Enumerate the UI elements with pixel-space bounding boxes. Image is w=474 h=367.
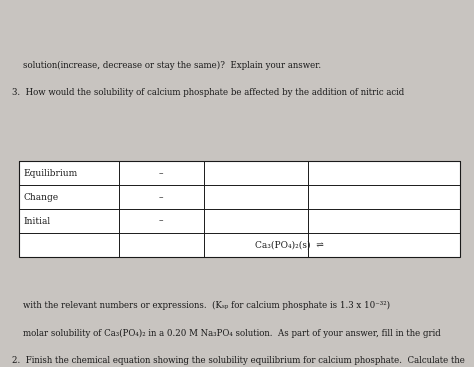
Text: –: – bbox=[159, 169, 164, 178]
Text: molar solubility of Ca₃(PO₄)₂ in a 0.20 M Na₃PO₄ solution.  As part of your answ: molar solubility of Ca₃(PO₄)₂ in a 0.20 … bbox=[12, 328, 441, 338]
Text: –: – bbox=[159, 193, 164, 202]
Text: Initial: Initial bbox=[24, 217, 51, 226]
Text: solution(increase, decrease or stay the same)?  Explain your answer.: solution(increase, decrease or stay the … bbox=[12, 61, 321, 70]
Text: Equilibrium: Equilibrium bbox=[24, 169, 78, 178]
FancyBboxPatch shape bbox=[19, 161, 460, 257]
Text: –: – bbox=[159, 217, 164, 226]
Text: 3.  How would the solubility of calcium phosphate be affected by the addition of: 3. How would the solubility of calcium p… bbox=[12, 88, 404, 97]
Text: with the relevant numbers or expressions.  (Kₛₚ for calcium phosphate is 1.3 x 1: with the relevant numbers or expressions… bbox=[12, 301, 390, 310]
Text: Change: Change bbox=[24, 193, 59, 202]
Text: 2.  Finish the chemical equation showing the solubility equilibrium for calcium : 2. Finish the chemical equation showing … bbox=[12, 356, 465, 365]
Text: Ca₃(PO₄)₂(s)  ⇌: Ca₃(PO₄)₂(s) ⇌ bbox=[255, 240, 324, 250]
